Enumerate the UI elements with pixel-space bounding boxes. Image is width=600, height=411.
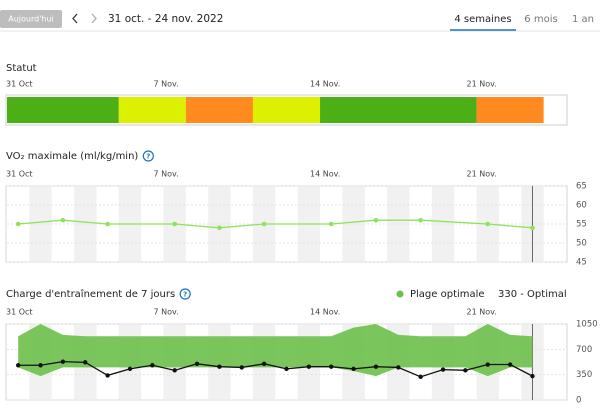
data-point	[507, 362, 513, 367]
day-stripe	[74, 186, 97, 262]
y-tick-label: 700	[576, 345, 592, 355]
x-tick-label: 21 Nov.	[467, 308, 497, 317]
optimal-band	[18, 324, 533, 377]
x-tick-label: 7 Nov.	[154, 170, 179, 179]
data-point	[172, 221, 177, 227]
data-point	[396, 365, 401, 370]
tab[interactable]: 6 mois	[524, 14, 557, 25]
data-point	[60, 217, 66, 223]
x-tick-label: 7 Nov.	[154, 308, 179, 317]
x-tick-label: 21 Nov.	[467, 80, 497, 89]
tab[interactable]: 4 semaines	[454, 14, 511, 25]
next-arrow[interactable]	[91, 13, 97, 24]
day-stripe	[387, 186, 410, 262]
chart-title: Statut	[6, 63, 37, 74]
status-segment	[252, 97, 321, 123]
data-point	[329, 364, 334, 369]
data-point	[373, 217, 379, 223]
data-point	[328, 221, 334, 227]
status-segment	[185, 97, 253, 123]
data-point	[15, 363, 21, 368]
data-point	[83, 360, 88, 365]
data-point	[105, 221, 110, 227]
data-point	[373, 364, 379, 369]
data-point	[15, 221, 21, 227]
x-tick-label: 14 Nov.	[310, 170, 340, 179]
x-tick-label: 31 Oct	[6, 80, 33, 89]
data-point	[418, 374, 423, 380]
today-label[interactable]: Aujourd'hui	[8, 15, 54, 24]
data-point	[261, 361, 267, 367]
x-tick-label: 14 Nov.	[310, 80, 340, 89]
data-point	[530, 373, 535, 379]
data-point	[485, 221, 491, 227]
help-icon-glyph[interactable]: ?	[183, 291, 187, 299]
y-tick-label: 1050	[576, 320, 598, 330]
data-point	[418, 217, 423, 223]
data-point	[351, 366, 356, 372]
y-tick-label: 55	[576, 220, 587, 230]
data-point	[284, 366, 289, 372]
y-tick-label: 65	[576, 182, 587, 192]
data-point	[485, 362, 490, 367]
data-point	[127, 366, 133, 372]
y-tick-label: 50	[576, 239, 587, 249]
data-point	[463, 368, 468, 373]
x-tick-label: 31 Oct	[6, 308, 33, 317]
status-segment	[118, 97, 186, 123]
data-point	[38, 363, 43, 368]
y-tick-label: 60	[576, 201, 587, 211]
x-tick-label: 31 Oct	[6, 170, 33, 179]
help-icon-glyph[interactable]: ?	[146, 153, 150, 161]
data-point	[306, 364, 312, 369]
data-point	[60, 359, 66, 364]
prev-arrow[interactable]	[72, 13, 78, 24]
status-segment	[476, 97, 544, 123]
tab[interactable]: 1 an	[572, 14, 594, 25]
data-point	[239, 365, 244, 370]
help-icon[interactable]	[142, 150, 154, 162]
x-tick-label: 21 Nov.	[467, 170, 497, 179]
data-point	[217, 364, 222, 369]
today-button[interactable]	[0, 10, 62, 28]
status-segment	[320, 97, 477, 123]
data-point	[261, 221, 267, 227]
date-range: 31 oct. - 24 nov. 2022	[108, 13, 223, 25]
data-point	[150, 363, 155, 368]
y-tick-label: 350	[576, 370, 592, 380]
y-tick-label: 45	[576, 258, 587, 268]
help-icon[interactable]	[179, 288, 191, 300]
y-tick-label: 0	[576, 396, 581, 406]
data-point	[172, 368, 177, 373]
current-value: 330 - Optimal	[498, 289, 567, 300]
chart-title: Charge d'entraînement de 7 jours	[6, 288, 175, 300]
data-point	[217, 225, 222, 231]
data-point	[440, 367, 446, 372]
data-point	[105, 373, 110, 378]
status-segment	[7, 97, 119, 123]
day-stripe	[342, 186, 365, 262]
legend-marker	[396, 290, 404, 298]
x-tick-label: 7 Nov.	[154, 80, 179, 89]
x-tick-label: 14 Nov.	[310, 308, 340, 317]
data-point	[530, 225, 535, 231]
chart-title: VO₂ maximale (ml/kg/min)	[6, 151, 138, 162]
series-line	[18, 360, 533, 378]
data-point	[194, 361, 200, 367]
legend-label: Plage optimale	[410, 289, 485, 300]
